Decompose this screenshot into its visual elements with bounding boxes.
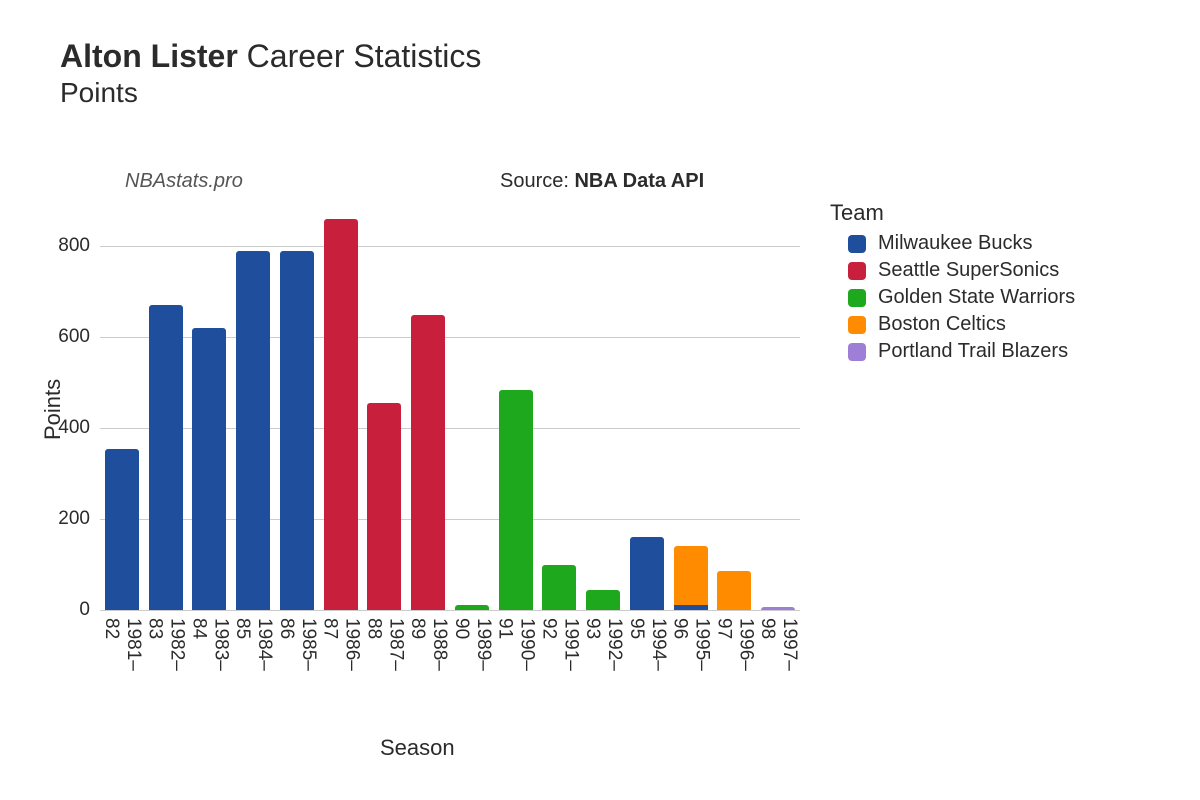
bar-segment — [367, 403, 401, 610]
bar — [367, 210, 401, 610]
y-tick-label: 0 — [79, 599, 100, 621]
credit-source: Source: NBA Data API — [500, 170, 704, 193]
legend-items: Milwaukee Bucks Seattle SuperSonics Golden… — [830, 232, 1075, 363]
bar-segment — [717, 571, 751, 610]
x-tick-label: 1992–93 — [581, 610, 625, 671]
legend-label: Milwaukee Bucks — [878, 232, 1033, 255]
legend-item: Boston Celtics — [848, 313, 1075, 336]
bar-segment — [280, 251, 314, 610]
bar-segment — [192, 328, 226, 610]
legend-swatch — [848, 316, 866, 334]
x-tick-label: 1988–89 — [406, 610, 450, 671]
legend-item: Portland Trail Blazers — [848, 340, 1075, 363]
bar-segment — [105, 449, 139, 610]
legend-swatch — [848, 343, 866, 361]
plot-area: 0200400600800 1981–821982–831983–841984–… — [100, 210, 800, 610]
x-tick-label: 1987–88 — [362, 610, 406, 671]
legend-item: Milwaukee Bucks — [848, 232, 1075, 255]
x-tick-label: 1997–98 — [756, 610, 800, 671]
bar — [542, 210, 576, 610]
bar — [411, 210, 445, 610]
title-player: Alton Lister — [60, 38, 238, 74]
x-tick-label: 1982–83 — [144, 610, 188, 671]
bar — [324, 210, 358, 610]
y-tick-label: 800 — [58, 235, 100, 257]
x-tick-label: 1990–91 — [494, 610, 538, 671]
bar-segment — [149, 305, 183, 610]
bar — [280, 210, 314, 610]
x-axis-label: Season — [380, 735, 455, 761]
bar — [586, 210, 620, 610]
x-tick-label: 1994–95 — [625, 610, 669, 671]
credit-site: NBAstats.pro — [125, 170, 243, 193]
x-tick-label: 1991–92 — [537, 610, 581, 671]
chart-title: Alton Lister Career Statistics — [60, 38, 481, 75]
legend-label: Boston Celtics — [878, 313, 1006, 336]
y-tick-label: 200 — [58, 508, 100, 530]
legend-label: Golden State Warriors — [878, 286, 1075, 309]
x-tick-label: 1995–96 — [669, 610, 713, 671]
y-tick-label: 600 — [58, 326, 100, 348]
bar — [499, 210, 533, 610]
legend-title: Team — [830, 200, 1075, 226]
x-tick-label: 1985–86 — [275, 610, 319, 671]
bar-segment — [499, 390, 533, 610]
bar-segment — [236, 251, 270, 610]
bar — [236, 210, 270, 610]
bars — [100, 210, 800, 610]
bar — [105, 210, 139, 610]
legend-item: Seattle SuperSonics — [848, 259, 1075, 282]
chart-subtitle: Points — [60, 77, 481, 109]
bar — [149, 210, 183, 610]
x-tick-label: 1986–87 — [319, 610, 363, 671]
bar-segment — [674, 546, 708, 604]
legend-swatch — [848, 289, 866, 307]
legend-item: Golden State Warriors — [848, 286, 1075, 309]
legend-label: Seattle SuperSonics — [878, 259, 1059, 282]
x-tick-label: 1984–85 — [231, 610, 275, 671]
legend-swatch — [848, 235, 866, 253]
bar-segment — [411, 315, 445, 610]
title-block: Alton Lister Career Statistics Points — [60, 38, 481, 109]
x-tick-label: 1989–90 — [450, 610, 494, 671]
bar-segment — [586, 590, 620, 610]
credit-source-name: NBA Data API — [574, 170, 704, 192]
bar-segment — [324, 219, 358, 610]
credit-source-prefix: Source: — [500, 170, 574, 192]
bar — [717, 210, 751, 610]
legend-label: Portland Trail Blazers — [878, 340, 1068, 363]
bar-segment — [630, 537, 664, 610]
bar-segment — [542, 565, 576, 610]
x-tick-label: 1996–97 — [712, 610, 756, 671]
bar — [674, 210, 708, 610]
legend-swatch — [848, 262, 866, 280]
x-tick-label: 1983–84 — [187, 610, 231, 671]
y-tick-label: 400 — [58, 417, 100, 439]
bar — [192, 210, 226, 610]
bar — [630, 210, 664, 610]
bar — [761, 210, 795, 610]
chart-container: Alton Lister Career Statistics Points NB… — [0, 0, 1200, 800]
x-tick-label: 1981–82 — [100, 610, 144, 671]
title-rest: Career Statistics — [238, 38, 482, 74]
legend: Team Milwaukee Bucks Seattle SuperSonics G… — [830, 200, 1075, 367]
bar — [455, 210, 489, 610]
